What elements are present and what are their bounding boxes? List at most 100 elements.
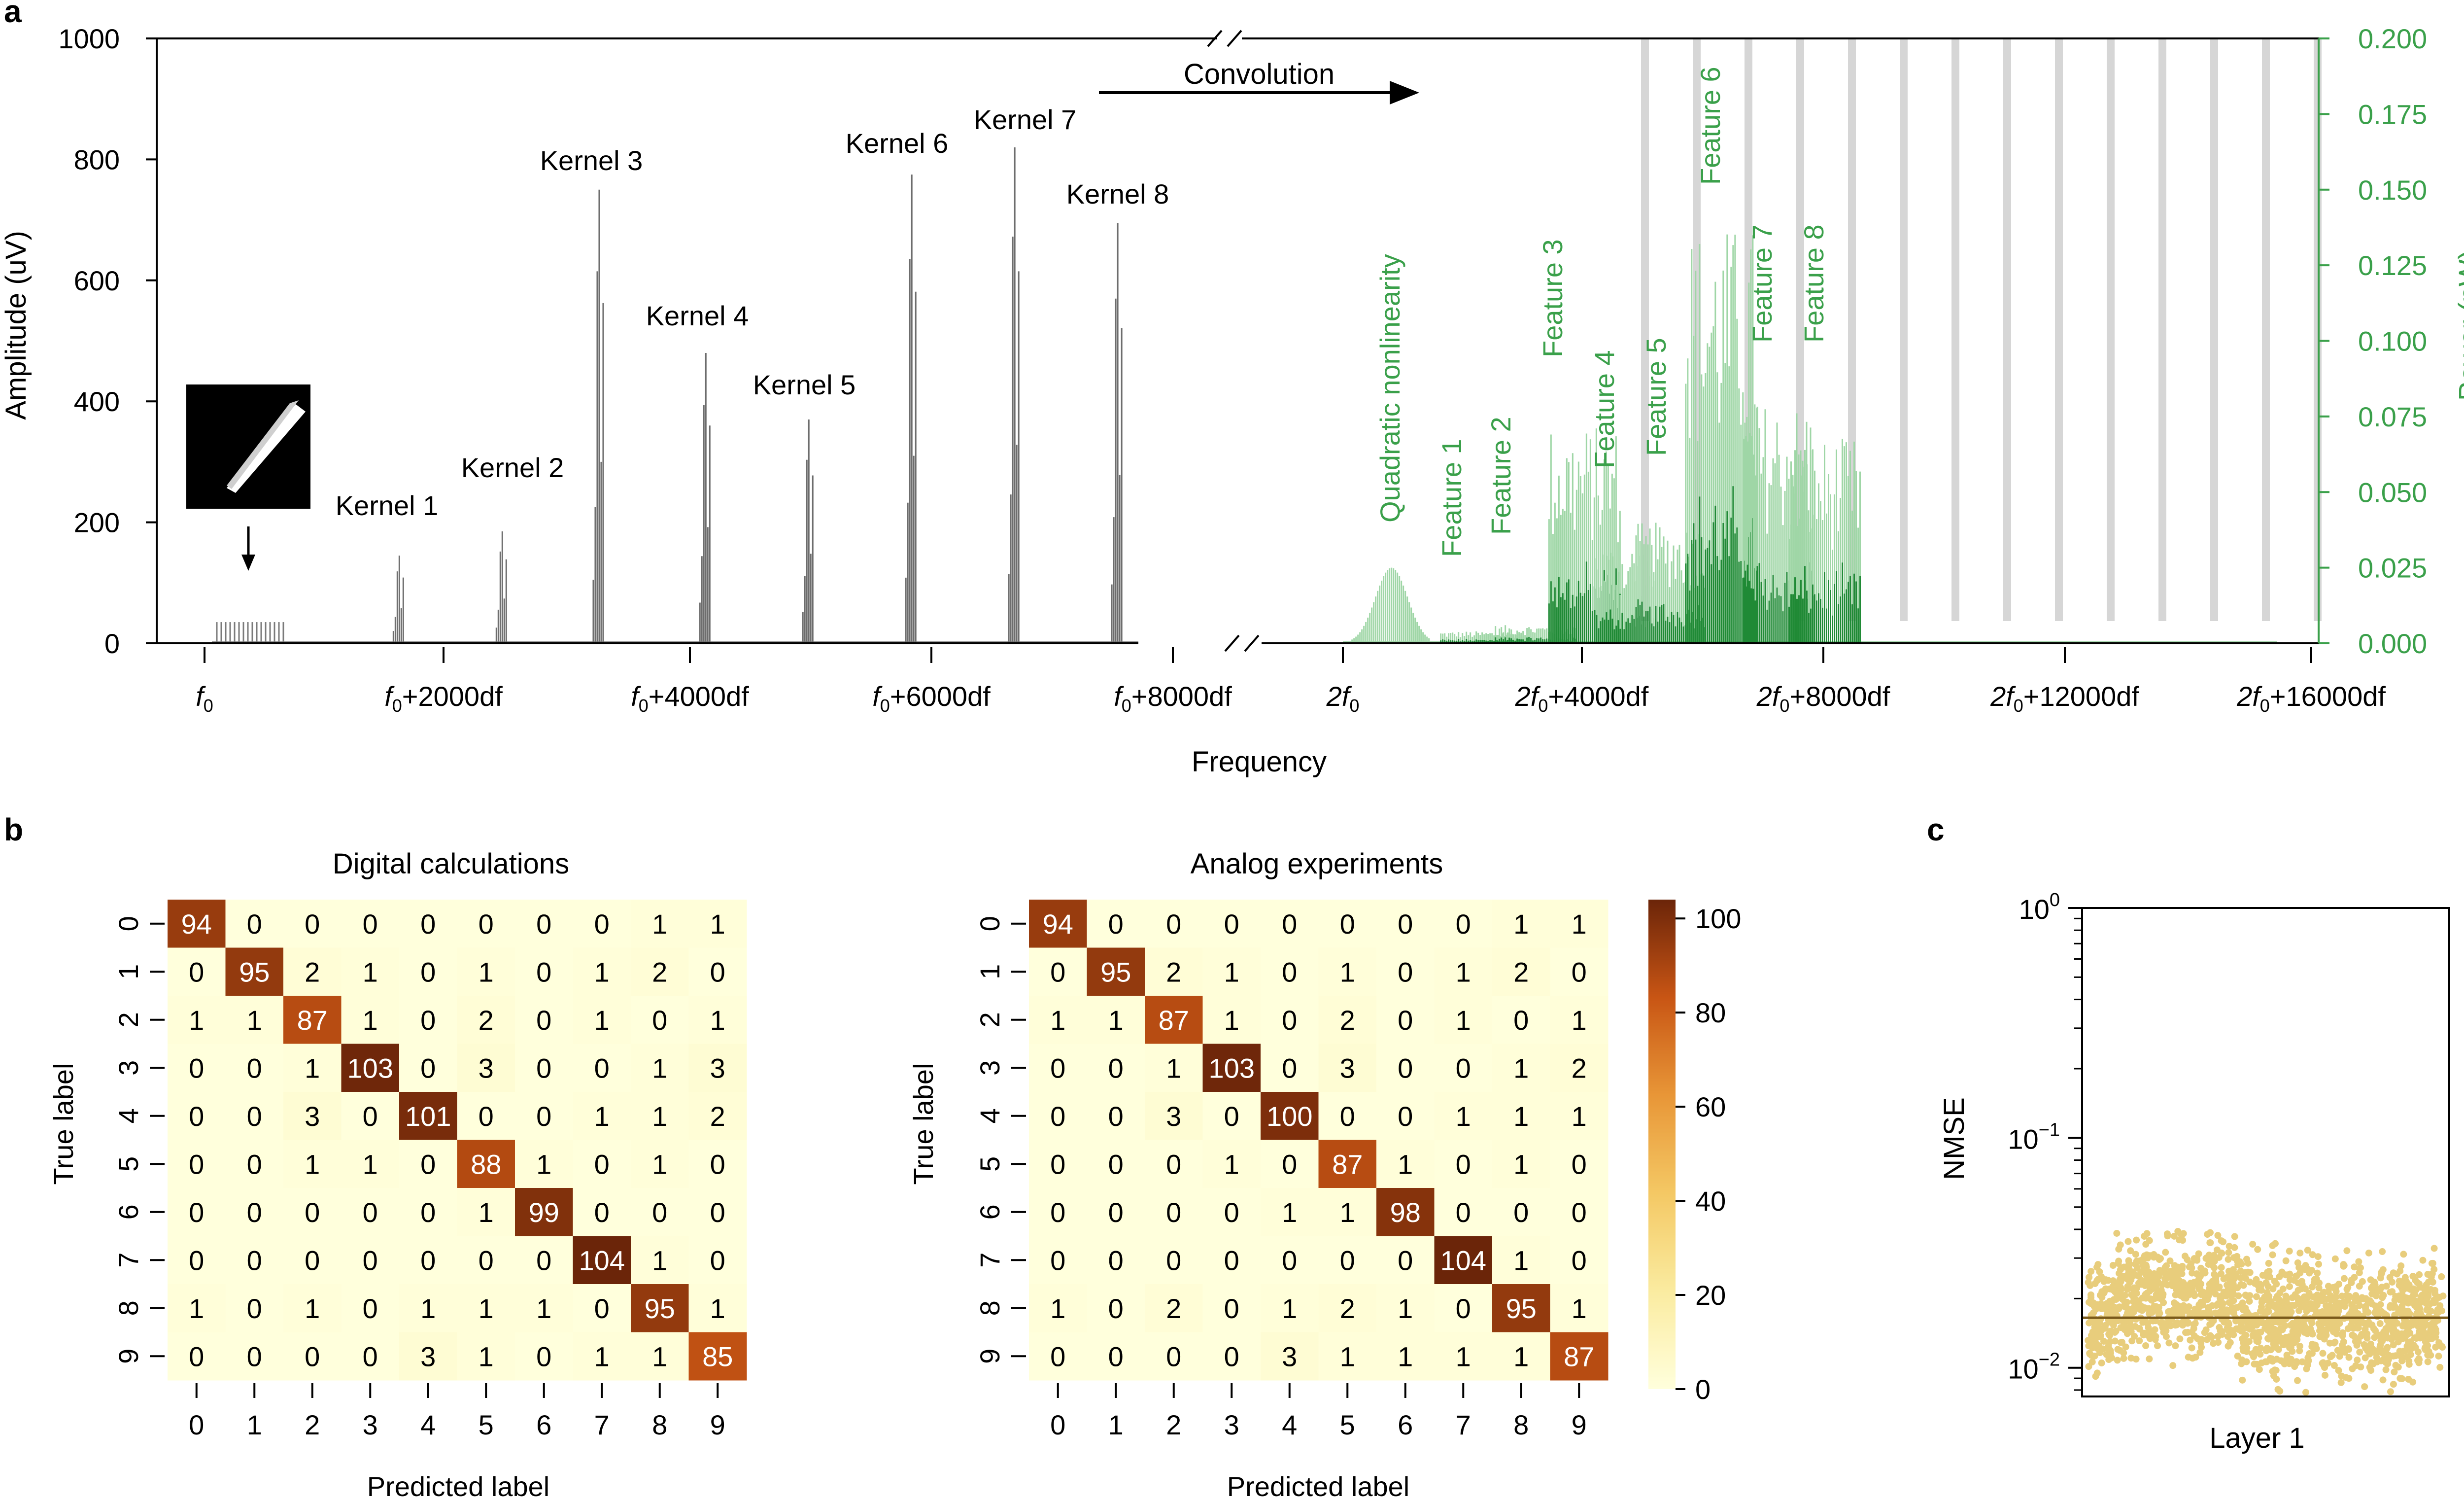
nmse-point: [2319, 1350, 2327, 1357]
x-tick-label: 8: [652, 1409, 667, 1440]
nmse-point: [2313, 1275, 2320, 1283]
matrix-cell: [1087, 1284, 1145, 1332]
matrix-cell-value: 2: [1166, 956, 1181, 987]
matrix-cell-value: 0: [536, 1005, 551, 1036]
nmse-point: [2292, 1324, 2299, 1331]
matrix-cell-value: 0: [1282, 908, 1297, 940]
nmse-point: [2093, 1369, 2101, 1377]
y-tick-label: 6: [113, 1204, 144, 1220]
nmse-point: [2088, 1268, 2095, 1275]
nmse-point: [2156, 1256, 2163, 1263]
nmse-point: [2344, 1296, 2351, 1304]
nmse-point: [2414, 1348, 2422, 1356]
matrix-cell: [283, 1236, 342, 1285]
nmse-point: [2225, 1267, 2232, 1275]
nmse-point: [2131, 1332, 2138, 1340]
nmse-point: [2377, 1274, 2384, 1282]
nmse-point: [2216, 1283, 2223, 1291]
panel-label-c: c: [1927, 812, 1945, 847]
nmse-point: [2205, 1307, 2213, 1315]
nmse-point: [2405, 1281, 2413, 1289]
matrix-cell: [168, 1284, 226, 1332]
matrix-cell-value: 0: [1456, 908, 1471, 940]
x-tick-label: 2f0+8000df: [1756, 681, 1890, 716]
matrix-cell-value: 1: [189, 1293, 204, 1324]
matrix-cell-value: 1: [1513, 1149, 1529, 1180]
nmse-point: [2096, 1329, 2103, 1337]
nmse-point: [2434, 1309, 2442, 1316]
y-tick-label: 3: [113, 1060, 144, 1076]
matrix-cell: [1550, 1188, 1608, 1236]
nmse-point: [2283, 1311, 2291, 1319]
nmse-point: [2085, 1363, 2092, 1370]
nmse-point: [2126, 1317, 2134, 1325]
matrix-cell: [1434, 996, 1493, 1044]
matrix-cell: [1550, 1332, 1608, 1381]
input-arrow-icon: [241, 526, 255, 571]
y-tick-label: 2: [974, 1012, 1005, 1027]
matrix-cell: [1145, 1332, 1203, 1381]
nmse-point: [2109, 1262, 2117, 1269]
nmse-point: [2264, 1269, 2271, 1276]
matrix-cell: [1145, 1140, 1203, 1188]
nmse-point: [2351, 1274, 2358, 1281]
nmse-point: [2374, 1331, 2382, 1339]
nmse-point: [2096, 1349, 2104, 1356]
matrix-cell: [283, 1284, 342, 1332]
matrix-cell-value: 0: [1282, 1149, 1297, 1180]
matrix-cell-value: 0: [189, 1245, 204, 1276]
plot-frame: [2081, 907, 2450, 1397]
matrix-cell: [688, 1188, 747, 1236]
nmse-point: [2390, 1341, 2397, 1349]
matrix-cell-value: 0: [247, 1245, 262, 1276]
nmse-point: [2396, 1282, 2403, 1289]
matrix-cell-value: 1: [189, 1005, 204, 1036]
matrix-cell: [399, 996, 457, 1044]
matrix-cell-value: 0: [1166, 1197, 1181, 1228]
y2-axis-label: Power (pW): [2453, 250, 2464, 401]
nmse-point: [2149, 1296, 2156, 1303]
nmse-point: [2363, 1334, 2371, 1342]
matrix-cell-value: 94: [1043, 908, 1073, 940]
x-tick-label: f0+8000df: [1114, 681, 1232, 716]
nmse-point: [2307, 1325, 2314, 1332]
nmse-point: [2427, 1326, 2434, 1333]
nmse-point: [2354, 1357, 2361, 1364]
nmse-point: [2218, 1264, 2225, 1271]
matrix-cell: [457, 1140, 515, 1188]
nmse-point: [2414, 1279, 2421, 1287]
nmse-point: [2091, 1334, 2099, 1341]
matrix-cell: [1087, 1140, 1145, 1188]
matrix-cell-value: 1: [363, 1149, 378, 1180]
matrix-cell-value: 1: [594, 1005, 610, 1036]
matrix-cell: [1434, 1140, 1493, 1188]
nmse-point: [2368, 1359, 2375, 1366]
x-tick-label: 1: [247, 1409, 262, 1440]
matrix-cell-value: 1: [305, 1149, 320, 1180]
matrix-cell: [573, 996, 631, 1044]
nmse-point: [2087, 1282, 2094, 1289]
matrix-cell: [515, 1188, 573, 1236]
nmse-point: [2270, 1372, 2277, 1380]
matrix-cell-value: 0: [1108, 1245, 1124, 1276]
matrix-cell: [225, 1140, 284, 1188]
matrix-cell: [1318, 1284, 1377, 1332]
x-tick-label: 7: [1456, 1409, 1471, 1440]
matrix-cell-value: 0: [594, 1293, 610, 1324]
nmse-point: [2190, 1321, 2197, 1328]
matrix-cell-value: 1: [594, 1341, 610, 1372]
nmse-point: [2124, 1238, 2132, 1245]
nmse-point: [2359, 1278, 2366, 1285]
nmse-point: [2365, 1249, 2372, 1256]
nmse-point: [2101, 1325, 2109, 1332]
nmse-point: [2202, 1326, 2210, 1333]
nmse-point: [2415, 1355, 2423, 1362]
matrix-cell-value: 0: [652, 1197, 667, 1228]
matrix-cell-value: 2: [479, 1005, 494, 1036]
panel-label-b: b: [4, 812, 23, 847]
matrix-cell-value: 0: [1050, 956, 1065, 987]
matrix-cell: [1145, 1092, 1203, 1140]
matrix-cell: [1376, 947, 1435, 996]
nmse-point: [2262, 1308, 2269, 1315]
nmse-point: [2218, 1327, 2225, 1335]
